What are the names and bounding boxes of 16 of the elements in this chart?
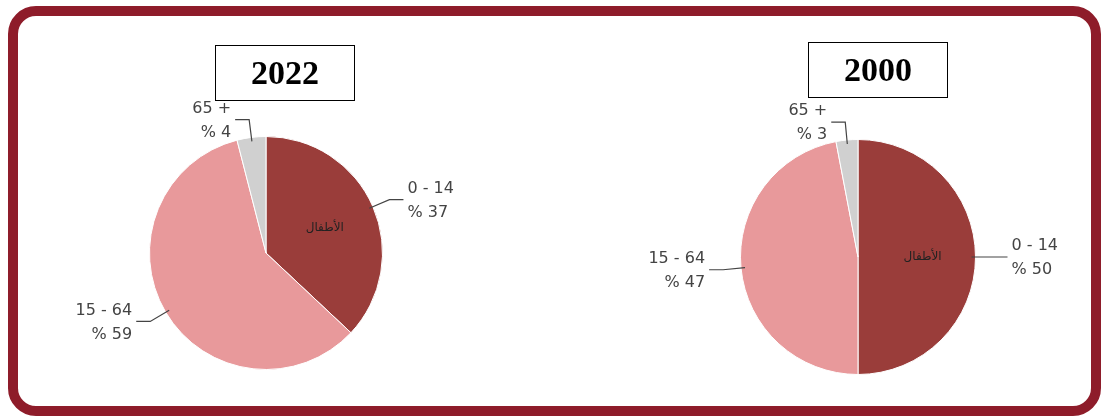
chart-title: 2000 xyxy=(808,42,948,98)
data-label: % 47 xyxy=(664,271,706,291)
text: الأطفال xyxy=(903,248,942,264)
data-label: % 3 xyxy=(796,124,828,144)
data-label: % 37 xyxy=(407,201,449,221)
text: الأطفال xyxy=(305,218,344,234)
slice-label: 0 - 14 xyxy=(407,177,454,197)
data-label: % 59 xyxy=(91,323,133,343)
data-label: % 50 xyxy=(1011,259,1053,279)
slice-label: 15 - 64 xyxy=(75,299,133,319)
data-label: % 4 xyxy=(200,121,232,141)
slice-label: 65 + xyxy=(788,100,828,120)
slice-label: 65 + xyxy=(192,97,232,117)
slice-label: 15 - 64 xyxy=(648,247,706,267)
chart-title: 2022 xyxy=(251,54,319,91)
slice-label: 0 - 14 xyxy=(1011,235,1058,255)
